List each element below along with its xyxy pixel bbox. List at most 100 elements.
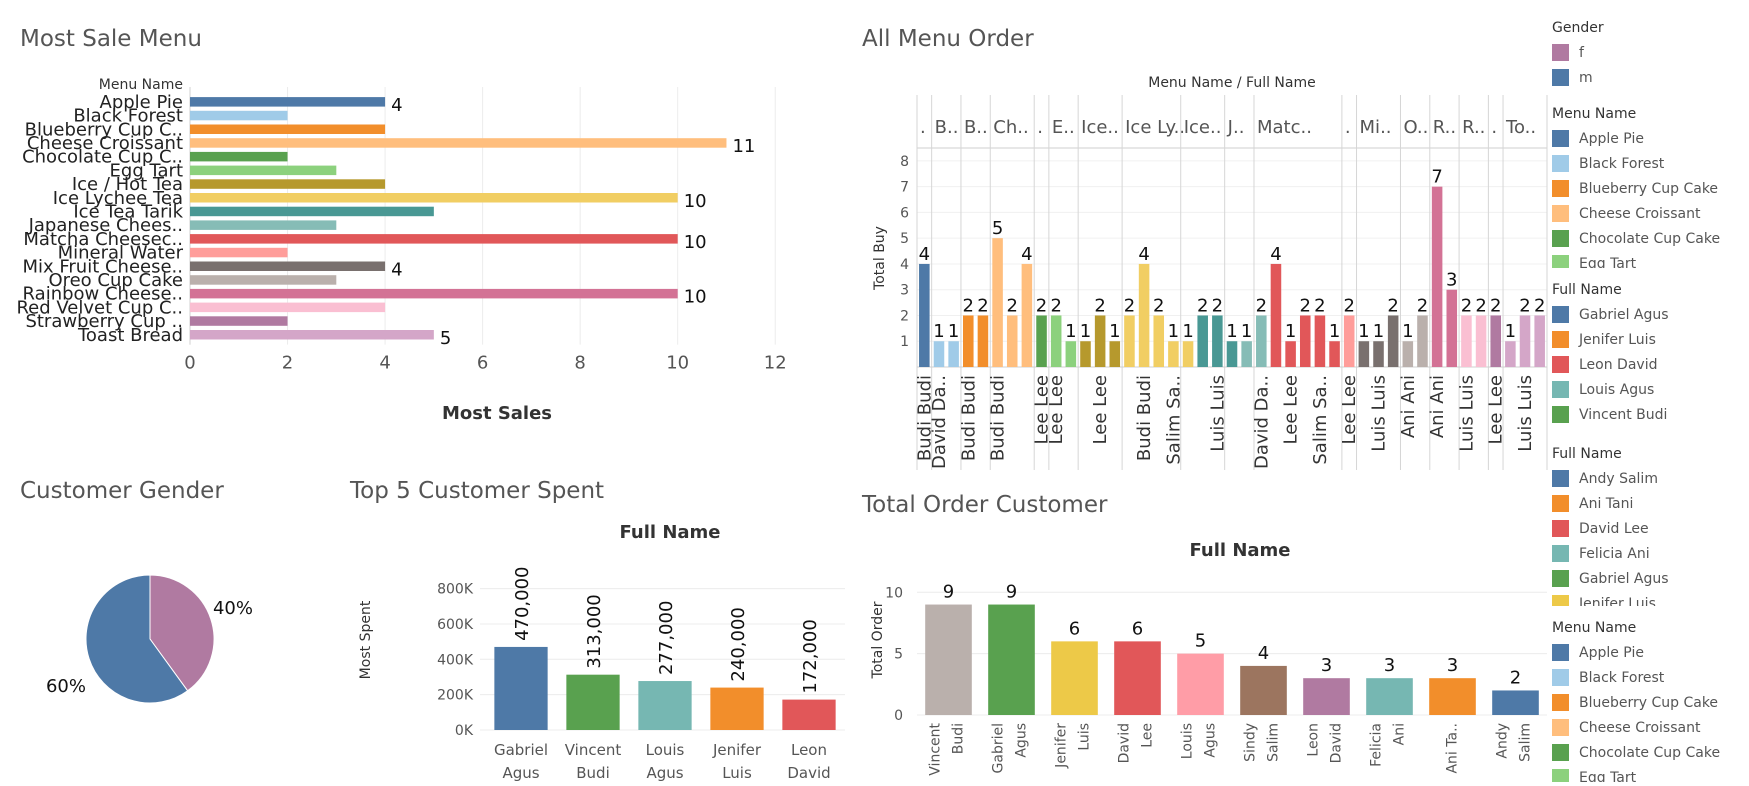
data-label: 4 xyxy=(919,244,930,265)
bar xyxy=(1303,678,1350,715)
legend-label: Vincent Budi xyxy=(1579,406,1668,423)
data-label: 2 xyxy=(1490,295,1501,316)
data-label: 3 xyxy=(1446,270,1457,291)
data-label: 4 xyxy=(1021,244,1032,265)
data-label: 1 xyxy=(1373,321,1384,342)
x-tick-label: Ani Ani xyxy=(1398,375,1419,438)
x-tick-label: Luis Luis xyxy=(1207,375,1228,452)
legend-item: Black Forest xyxy=(1552,151,1749,176)
legend-menu-name: Menu Name Apple Pie Black Forest Blueberry… xyxy=(1552,106,1749,268)
y-tick-label: 0K xyxy=(455,723,474,739)
data-label: 7 xyxy=(1431,167,1442,188)
x-tick-label: Agus xyxy=(1014,723,1030,758)
x-tick-label: Leon xyxy=(791,741,827,759)
y-tick-label: 600K xyxy=(437,617,474,633)
data-label: 1 xyxy=(1080,321,1091,342)
bar xyxy=(1177,653,1224,715)
legend-swatch xyxy=(1552,356,1569,373)
bar xyxy=(1285,341,1296,367)
bar xyxy=(1270,263,1282,367)
y-tick-label: 400K xyxy=(437,652,474,668)
x-tick-label: Salim xyxy=(1518,723,1534,762)
legend-swatch xyxy=(1552,155,1569,172)
bar xyxy=(190,97,386,107)
bar xyxy=(1343,315,1355,367)
data-label: 4 xyxy=(391,259,402,280)
x-tick-label: Luis xyxy=(722,764,752,782)
x-tick-label: Agus xyxy=(1203,723,1219,758)
legend-label: Andy Salim xyxy=(1579,470,1658,487)
group-label: . xyxy=(1491,117,1497,138)
x-tick-label: 6 xyxy=(477,353,488,374)
y-tick-label: 6 xyxy=(900,205,909,221)
bar xyxy=(190,302,386,313)
legend-swatch xyxy=(1552,130,1569,147)
x-tick-label: 4 xyxy=(379,353,390,374)
legend-label: Gabriel Agus xyxy=(1579,570,1669,587)
bar xyxy=(925,604,972,715)
category-label: Ice / Hot Tea xyxy=(72,174,183,195)
group-label: . xyxy=(1345,117,1351,138)
bar xyxy=(190,220,337,230)
legend-item: Cheese Croissant xyxy=(1552,715,1749,740)
bar xyxy=(1314,315,1326,367)
legend-label: Blueberry Cup Cake xyxy=(1579,694,1719,711)
data-label: 4 xyxy=(1138,244,1149,265)
data-label: 240,000 xyxy=(728,607,749,681)
data-label: 11 xyxy=(732,136,755,157)
legend-label: Louis Agus xyxy=(1579,381,1655,398)
data-label: 2 xyxy=(1461,295,1472,316)
legend-label: f xyxy=(1579,44,1584,61)
x-tick-label: Ani xyxy=(1392,723,1408,745)
category-label: Ice Lychee Tea xyxy=(53,188,183,209)
y-tick-label: 1 xyxy=(900,334,909,350)
data-label: 6 xyxy=(1069,618,1080,639)
x-tick-label: Budi Budi xyxy=(914,375,935,461)
bar xyxy=(1446,289,1458,367)
x-tick-label: Andy xyxy=(1495,723,1511,759)
total-order-customer-title: Total Order Customer xyxy=(862,492,1108,518)
bar xyxy=(710,687,764,730)
x-tick-label: David Da.. xyxy=(1251,375,1272,469)
bar xyxy=(1168,341,1179,367)
legend-label: Chocolate Cup Cake xyxy=(1579,744,1721,761)
data-label: 1 xyxy=(1358,321,1369,342)
data-label: 1 xyxy=(1168,321,1179,342)
data-label: 2 xyxy=(1212,295,1223,316)
x-tick-label: Vincent xyxy=(565,741,622,759)
x-tick-label: Gabriel xyxy=(494,741,548,759)
x-tick-label: David xyxy=(787,764,830,782)
y-axis-title: Most Spent xyxy=(358,600,374,679)
category-label: Mix Fruit Cheese.. xyxy=(22,256,183,277)
x-tick-label: 2 xyxy=(282,353,293,374)
category-header: Menu Name xyxy=(99,77,183,93)
bar xyxy=(1461,315,1472,367)
data-label: 2 xyxy=(963,295,974,316)
legend-label: Chocolate Cup Cake xyxy=(1579,230,1721,247)
legend-swatch xyxy=(1552,69,1569,86)
legend-item: Andy Salim xyxy=(1552,466,1749,491)
category-label: Egg Tart xyxy=(110,160,183,181)
x-tick-label: Louis xyxy=(1180,723,1196,759)
chart-header: Full Name xyxy=(1190,540,1291,561)
legend-label: Jenifer Luis xyxy=(1579,331,1656,348)
group-label: B.. xyxy=(964,117,988,138)
legend-swatch xyxy=(1552,570,1569,587)
x-tick-label: Budi xyxy=(576,764,610,782)
legend-swatch xyxy=(1552,406,1569,423)
data-label: 2 xyxy=(1036,295,1047,316)
x-tick-label: Agus xyxy=(646,764,683,782)
group-label: R.. xyxy=(1433,117,1456,138)
bar xyxy=(1021,263,1033,367)
chart-header: Full Name xyxy=(620,522,721,543)
x-tick-label: Sindy xyxy=(1243,723,1259,762)
x-tick-label: Felicia xyxy=(1369,723,1385,767)
legend-label: Egg Tart xyxy=(1579,255,1637,269)
bar xyxy=(190,247,288,258)
y-tick-label: 0 xyxy=(894,708,903,724)
data-label: 5 xyxy=(992,218,1003,239)
group-label: Mi.. xyxy=(1360,117,1392,138)
bar xyxy=(1402,341,1414,367)
